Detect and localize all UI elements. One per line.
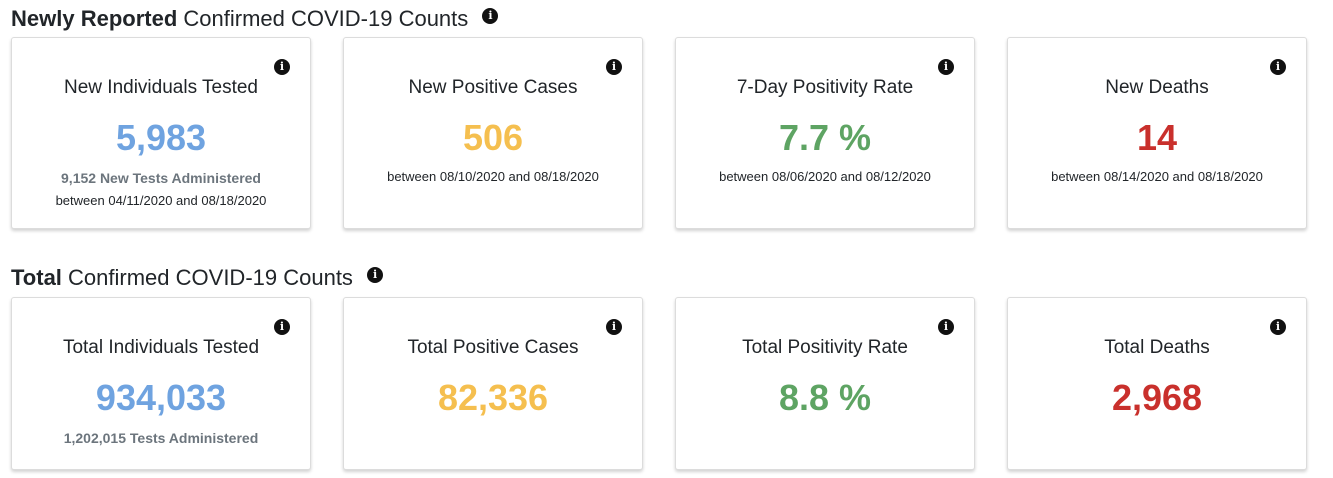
card-value: 5,983	[115, 117, 207, 158]
card-title: New Deaths	[1105, 77, 1209, 98]
total-heading: Total Confirmed COVID-19 Counts i	[11, 265, 384, 291]
card-date-range: between 08/14/2020 and 08/18/2020	[1051, 169, 1263, 184]
newly-reported-heading: Newly Reported Confirmed COVID-19 Counts…	[11, 6, 499, 32]
card-value: 8.8 %	[778, 377, 872, 418]
newly-reported-heading-bold: Newly Reported	[11, 6, 178, 31]
info-circle-icon[interactable]: i	[1270, 59, 1286, 75]
card-date-range: between 04/11/2020 and 08/18/2020	[55, 193, 267, 208]
new-positive-cases-card: i New Positive Cases 506 between 08/10/2…	[343, 37, 643, 229]
card-title: Total Positivity Rate	[742, 337, 908, 358]
card-date-range: between 08/10/2020 and 08/18/2020	[387, 169, 599, 184]
info-circle-icon[interactable]: i	[606, 59, 622, 75]
total-individuals-tested-card: i Total Individuals Tested 934,033 1,202…	[11, 297, 311, 470]
newly-reported-heading-rest: Confirmed COVID-19 Counts	[183, 6, 469, 31]
info-circle-icon[interactable]: i	[482, 8, 499, 24]
card-title: Total Deaths	[1104, 337, 1210, 358]
card-subtext: 1,202,015 Tests Administered	[63, 430, 259, 446]
card-value: 2,968	[1111, 377, 1203, 418]
card-title: Total Positive Cases	[407, 337, 579, 358]
new-deaths-card: i New Deaths 14 between 08/14/2020 and 0…	[1007, 37, 1307, 229]
seven-day-positivity-card: i 7-Day Positivity Rate 7.7 % between 08…	[675, 37, 975, 229]
card-value: 7.7 %	[778, 117, 872, 158]
card-title: New Positive Cases	[408, 77, 578, 98]
card-title: 7-Day Positivity Rate	[736, 77, 914, 98]
info-circle-icon[interactable]: i	[274, 59, 290, 75]
info-circle-icon[interactable]: i	[1270, 319, 1286, 335]
card-title: Total Individuals Tested	[62, 337, 260, 358]
card-value: 506	[462, 117, 524, 158]
total-heading-bold: Total	[11, 265, 62, 290]
total-positivity-rate-card: i Total Positivity Rate 8.8 %	[675, 297, 975, 470]
card-subtext: 9,152 New Tests Administered	[61, 170, 261, 186]
card-value: 14	[1136, 117, 1178, 158]
info-circle-icon[interactable]: i	[938, 319, 954, 335]
card-date-range: between 08/06/2020 and 08/12/2020	[719, 169, 931, 184]
total-deaths-card: i Total Deaths 2,968	[1007, 297, 1307, 470]
new-individuals-tested-card: i New Individuals Tested 5,983 9,152 New…	[11, 37, 311, 229]
info-circle-icon[interactable]: i	[274, 319, 290, 335]
card-title: New Individuals Tested	[64, 77, 258, 98]
card-value: 82,336	[437, 377, 549, 418]
card-value: 934,033	[95, 377, 227, 418]
info-circle-icon[interactable]: i	[606, 319, 622, 335]
total-heading-rest: Confirmed COVID-19 Counts	[68, 265, 353, 290]
total-positive-cases-card: i Total Positive Cases 82,336	[343, 297, 643, 470]
info-circle-icon[interactable]: i	[367, 267, 384, 283]
info-circle-icon[interactable]: i	[938, 59, 954, 75]
